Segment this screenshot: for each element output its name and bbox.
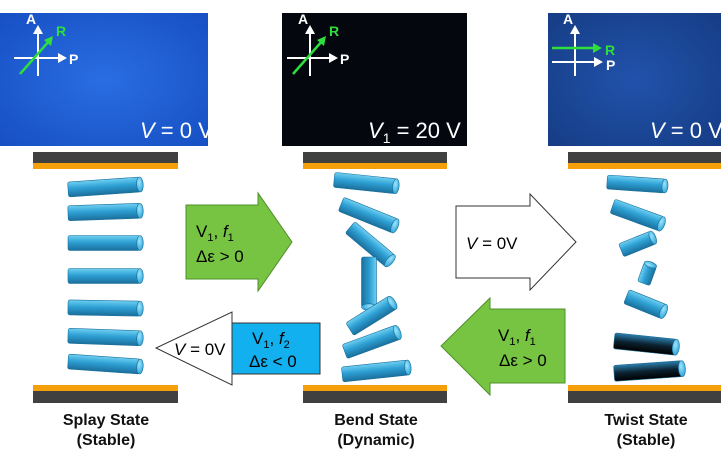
- twist-micrograph: [548, 13, 721, 146]
- polarizer-arrowhead-icon: [594, 57, 603, 67]
- lc-molecule: [333, 172, 400, 195]
- lc-molecule: [613, 360, 686, 382]
- bend-state-caption: Bend State (Dynamic): [286, 411, 466, 451]
- polarizer-label: P: [69, 51, 78, 67]
- splay-state-caption: Splay State (Stable): [16, 411, 196, 451]
- splay-lc-molecules: [67, 176, 144, 375]
- bend-lc-molecules: [333, 172, 412, 383]
- splay-voltage-label: V = 0 V: [140, 118, 213, 143]
- analyzer-arrowhead-icon: [305, 25, 315, 34]
- bend-to-twist-condition: V = 0V: [466, 234, 518, 253]
- rubbing-arrowhead-icon: [44, 36, 53, 46]
- bend-micrograph: [282, 13, 467, 146]
- analyzer-arrowhead-icon: [570, 25, 580, 34]
- twist-to-bend-condition-1: V1, f1: [498, 326, 536, 348]
- analyzer-label: A: [26, 11, 36, 27]
- splay-micrograph: [0, 13, 208, 146]
- lc-molecule: [618, 230, 657, 257]
- lc-molecule: [361, 256, 377, 311]
- bend-to-splay-box-condition-2: Δε < 0: [249, 352, 297, 371]
- twist-state-name: Twist State: [604, 412, 688, 429]
- bend-to-splay-condition-box: [231, 322, 321, 375]
- polarizer-arrowhead-icon: [58, 53, 67, 63]
- lc-molecule: [338, 197, 400, 234]
- splay-to-bend-condition-1: V1, f1: [196, 222, 234, 244]
- lc-molecule: [67, 299, 144, 317]
- twist-voltage-label: V = 0 V: [650, 118, 721, 143]
- twist-state-caption: Twist State (Stable): [556, 411, 721, 451]
- bend-to-splay-box-condition-1: V1, f2: [252, 329, 290, 351]
- rubbing-arrowhead-icon: [317, 36, 326, 46]
- twist-polarizer-axes: A P R: [552, 11, 615, 76]
- lc-molecule: [606, 174, 669, 194]
- splay-top-electrode: [33, 152, 178, 169]
- analyzer-arrowhead-icon: [33, 25, 43, 34]
- lc-molecule: [67, 268, 144, 284]
- twist-to-bend-arrow: V1, f1 Δε > 0: [440, 296, 566, 397]
- bend-to-splay-arrow: V = 0V V1, f2 Δε < 0: [154, 311, 321, 386]
- bend-state-name: Bend State: [334, 412, 418, 429]
- bend-polarizer-axes: A P R: [287, 11, 349, 76]
- lc-molecule: [67, 353, 144, 375]
- bend-state-kind: (Dynamic): [337, 432, 415, 449]
- analyzer-label: A: [298, 11, 308, 27]
- lc-molecule: [345, 222, 396, 268]
- twist-state-kind: (Stable): [616, 432, 676, 449]
- splay-state-name: Splay State: [62, 412, 150, 429]
- lc-molecule: [67, 328, 144, 347]
- lc-molecule: [346, 295, 398, 336]
- lc-molecule: [342, 324, 402, 359]
- lc-molecule: [67, 176, 144, 198]
- polarizer-label: P: [606, 57, 615, 73]
- splay-polarizer-axes: A P R: [14, 11, 78, 76]
- rubbing-arrowhead-icon: [593, 43, 602, 53]
- lc-molecule: [341, 359, 412, 383]
- rubbing-label: R: [56, 23, 66, 39]
- twist-bottom-electrode: [568, 385, 721, 403]
- lc-molecule: [637, 260, 657, 286]
- bend-to-splay-condition: V = 0V: [174, 340, 226, 359]
- lc-molecule: [67, 235, 144, 251]
- twist-lc-molecules: [606, 174, 686, 382]
- lc-molecule: [623, 289, 668, 319]
- bend-top-electrode: [303, 152, 447, 169]
- splay-to-bend-condition-2: Δε > 0: [196, 247, 244, 266]
- bend-to-twist-arrow: V = 0V: [455, 192, 577, 292]
- splay-bottom-electrode: [33, 385, 178, 403]
- twist-to-bend-condition-2: Δε > 0: [499, 351, 547, 370]
- lc-molecule: [613, 332, 680, 356]
- polarizer-label: P: [340, 51, 349, 67]
- lc-molecule: [67, 202, 144, 221]
- bend-voltage-label: V1 = 20 V: [368, 118, 461, 146]
- analyzer-label: A: [563, 11, 573, 27]
- polarizer-arrowhead-icon: [329, 53, 338, 63]
- lc-molecule: [610, 199, 666, 232]
- twist-top-electrode: [568, 152, 721, 169]
- rubbing-label: R: [329, 23, 339, 39]
- splay-to-bend-arrow: V1, f1 Δε > 0: [185, 191, 293, 293]
- bend-bottom-electrode: [303, 385, 447, 403]
- rubbing-label: R: [605, 42, 615, 58]
- splay-state-kind: (Stable): [76, 432, 136, 449]
